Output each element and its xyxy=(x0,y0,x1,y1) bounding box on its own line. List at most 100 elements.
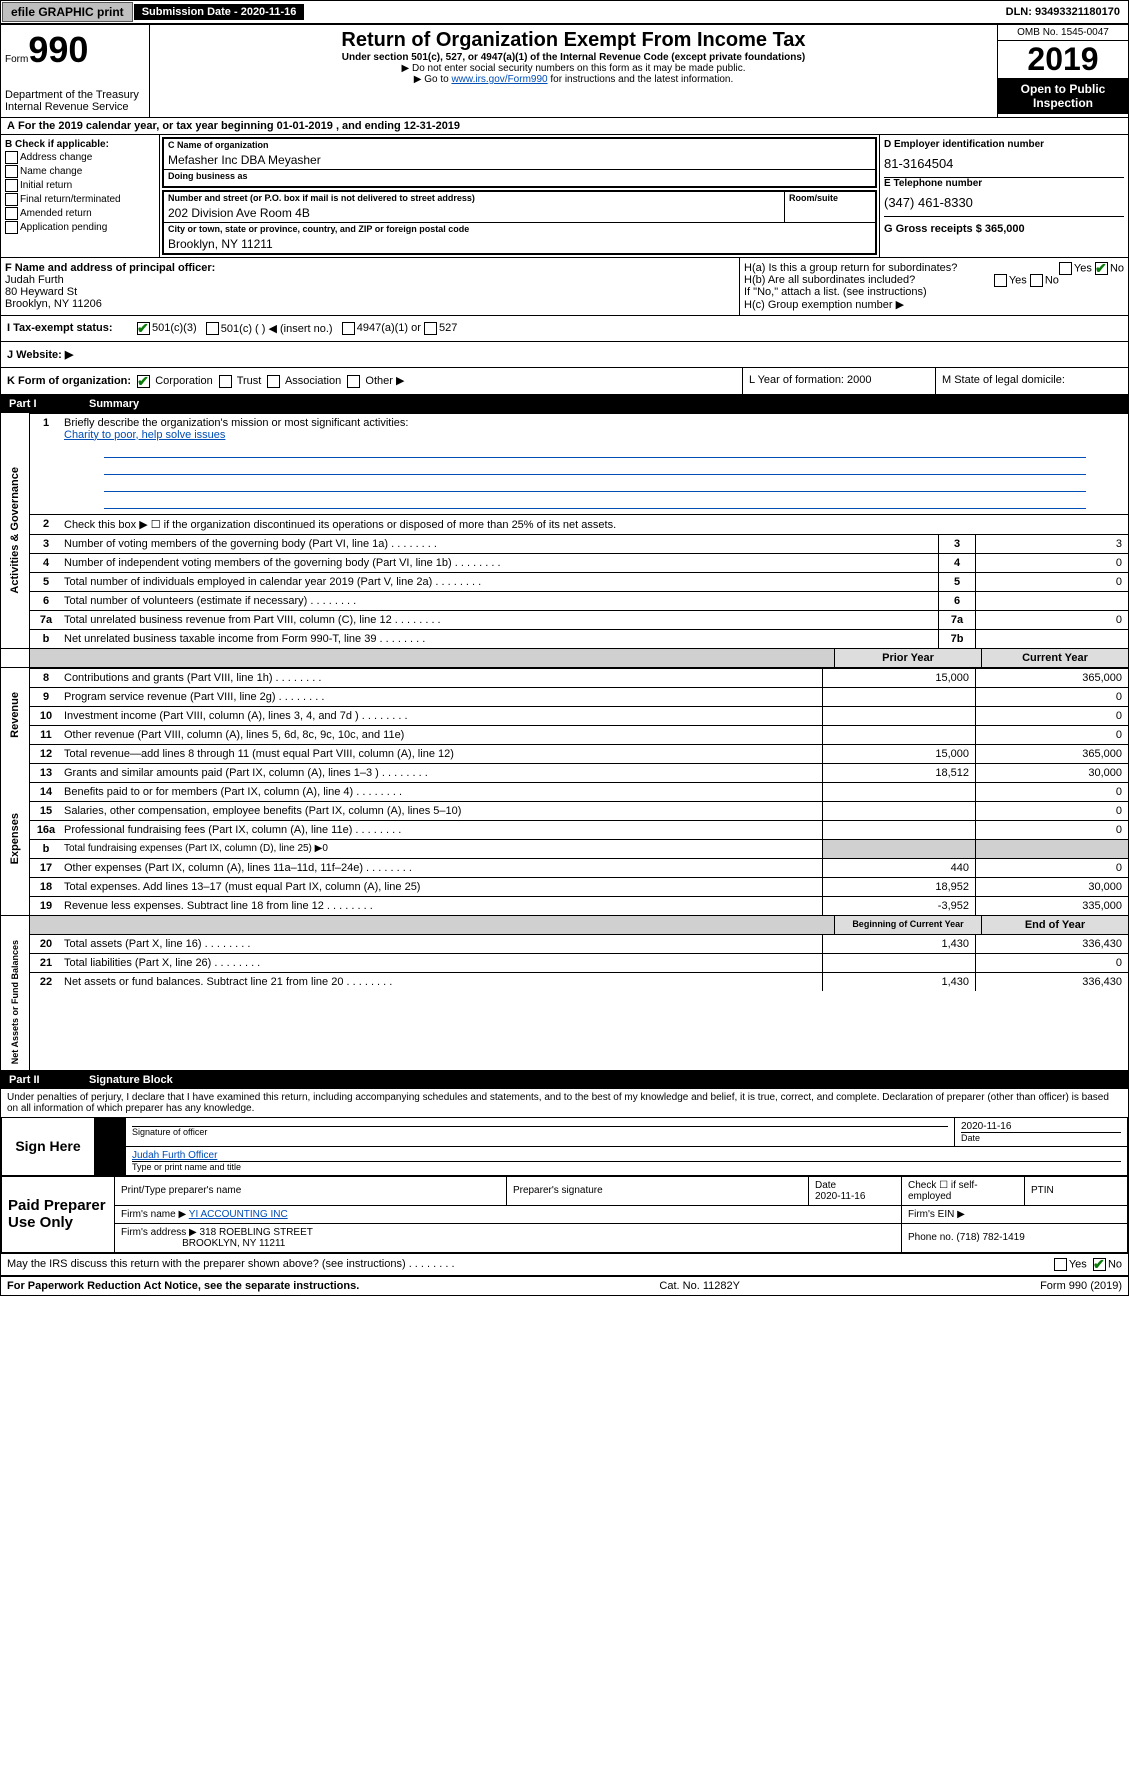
org-name: Mefasher Inc DBA Meyasher xyxy=(164,151,875,169)
ein: 81-3164504 xyxy=(884,150,1124,177)
form-number-cell: Form990 Department of the Treasury Inter… xyxy=(1,25,150,117)
b-label: B Check if applicable: xyxy=(5,139,155,150)
cb-corp[interactable] xyxy=(137,375,150,388)
form-990: 990 xyxy=(28,29,88,70)
dln: DLN: 93493321180170 xyxy=(998,4,1128,20)
officer-addr2: Brooklyn, NY 11206 xyxy=(5,298,735,310)
officer-addr1: 80 Heyward St xyxy=(5,286,735,298)
cb-527[interactable] xyxy=(424,322,437,335)
form-title: Return of Organization Exempt From Incom… xyxy=(158,29,989,52)
cb-hb-yes[interactable] xyxy=(994,274,1007,287)
cb-final-return[interactable] xyxy=(5,193,18,206)
cb-other[interactable] xyxy=(347,375,360,388)
side-exp: Expenses xyxy=(7,807,23,870)
line-klm: K Form of organization: Corporation Trus… xyxy=(1,368,1128,395)
side-rev: Revenue xyxy=(7,686,23,744)
form-container: Form990 Department of the Treasury Inter… xyxy=(0,24,1129,1296)
cb-amended[interactable] xyxy=(5,207,18,220)
paid-preparer-label: Paid Preparer Use Only xyxy=(2,1176,115,1252)
instructions-link[interactable]: www.irs.gov/Form990 xyxy=(451,74,547,85)
form-header: Form990 Department of the Treasury Inter… xyxy=(1,25,1128,118)
side-net: Net Assets or Fund Balances xyxy=(8,934,22,1070)
discuss-row: May the IRS discuss this return with the… xyxy=(1,1253,1128,1275)
expenses-block: Expenses 13Grants and similar amounts pa… xyxy=(1,763,1128,915)
org-name-box: C Name of organization Mefasher Inc DBA … xyxy=(162,137,877,188)
l19-curr: 335,000 xyxy=(975,897,1128,915)
top-bar: efile GRAPHIC print Submission Date - 20… xyxy=(0,0,1129,24)
firm-addr1: 318 ROEBLING STREET xyxy=(200,1227,313,1238)
cb-assoc[interactable] xyxy=(267,375,280,388)
efile-print-button[interactable]: efile GRAPHIC print xyxy=(2,2,133,22)
prep-date: 2020-11-16 xyxy=(815,1191,865,1202)
subtitle-1: Under section 501(c), 527, or 4947(a)(1)… xyxy=(158,52,989,63)
l19-prior: -3,952 xyxy=(822,897,975,915)
ag-block: Activities & Governance 1 Briefly descri… xyxy=(1,413,1128,648)
side-ag: Activities & Governance xyxy=(7,461,23,600)
phone-label: E Telephone number xyxy=(884,178,1124,189)
l8-prior: 15,000 xyxy=(822,669,975,687)
street-address: 202 Division Ave Room 4B xyxy=(164,204,784,222)
col-b: B Check if applicable: Address change Na… xyxy=(1,135,160,257)
l13-curr: 30,000 xyxy=(975,764,1128,782)
year-cell: OMB No. 1545-0047 2019 Open to Public In… xyxy=(997,25,1128,117)
city-state-zip: Brooklyn, NY 11211 xyxy=(164,235,875,253)
cb-501c3[interactable] xyxy=(137,322,150,335)
cb-discuss-no[interactable] xyxy=(1093,1258,1106,1271)
f-h-row: F Name and address of principal officer:… xyxy=(1,258,1128,316)
ein-label: D Employer identification number xyxy=(884,139,1124,150)
line-j: J Website: ▶ xyxy=(1,342,1128,368)
subtitle-2: ▶ Do not enter social security numbers o… xyxy=(158,63,989,74)
l3-val: 3 xyxy=(975,535,1128,553)
l22-prior: 1,430 xyxy=(822,973,975,991)
form-word: Form xyxy=(5,54,28,65)
l20-prior: 1,430 xyxy=(822,935,975,953)
l10-curr: 0 xyxy=(975,707,1128,725)
l12-curr: 365,000 xyxy=(975,745,1128,763)
cb-initial-return[interactable] xyxy=(5,179,18,192)
cb-501c[interactable] xyxy=(206,322,219,335)
net-assets-block: Net Assets or Fund Balances 20Total asse… xyxy=(1,934,1128,1071)
cb-application-pending[interactable] xyxy=(5,221,18,234)
footer: For Paperwork Reduction Act Notice, see … xyxy=(1,1275,1128,1295)
title-cell: Return of Organization Exempt From Incom… xyxy=(150,25,997,117)
omb-number: OMB No. 1545-0047 xyxy=(998,25,1128,41)
col-d-e-g: D Employer identification number 81-3164… xyxy=(880,135,1128,257)
l18-prior: 18,952 xyxy=(822,878,975,896)
col-c: C Name of organization Mefasher Inc DBA … xyxy=(160,135,880,257)
l16a-curr: 0 xyxy=(975,821,1128,839)
l6-val xyxy=(975,592,1128,610)
phone: (347) 461-8330 xyxy=(884,189,1124,216)
submission-date: Submission Date - 2020-11-16 xyxy=(134,4,305,20)
l7a-val: 0 xyxy=(975,611,1128,629)
cb-name-change[interactable] xyxy=(5,165,18,178)
state-domicile: M State of legal domicile: xyxy=(936,368,1128,394)
firm-ein-label: Firm's EIN ▶ xyxy=(902,1205,1128,1223)
l18-curr: 30,000 xyxy=(975,878,1128,896)
signature-table: Sign Here Signature of officer 2020-11-1… xyxy=(1,1117,1128,1176)
cb-hb-no[interactable] xyxy=(1030,274,1043,287)
cat-no: Cat. No. 11282Y xyxy=(659,1280,740,1292)
sign-here: Sign Here xyxy=(2,1117,95,1175)
cb-address-change[interactable] xyxy=(5,151,18,164)
officer-name: Judah Furth xyxy=(5,274,735,286)
officer-block: F Name and address of principal officer:… xyxy=(1,258,740,315)
officer-signed: Judah Furth Officer xyxy=(132,1150,1121,1161)
h-block: H(a) Is this a group return for subordin… xyxy=(740,258,1128,315)
l12-prior: 15,000 xyxy=(822,745,975,763)
l7b-val xyxy=(975,630,1128,648)
cb-4947[interactable] xyxy=(342,322,355,335)
subtitle-3: ▶ Go to www.irs.gov/Form990 for instruct… xyxy=(158,74,989,85)
cb-discuss-yes[interactable] xyxy=(1054,1258,1067,1271)
cb-trust[interactable] xyxy=(219,375,232,388)
sig-date: 2020-11-16 xyxy=(961,1121,1121,1132)
part-1-header: Part ISummary xyxy=(1,395,1128,413)
revenue-block: Revenue 8Contributions and grants (Part … xyxy=(1,668,1128,763)
current-year-hdr: Current Year xyxy=(981,649,1128,668)
identity-block: B Check if applicable: Address change Na… xyxy=(1,135,1128,258)
cb-ha-yes[interactable] xyxy=(1059,262,1072,275)
h-c: H(c) Group exemption number ▶ xyxy=(744,298,1124,311)
l13-prior: 18,512 xyxy=(822,764,975,782)
tax-year: 2019 xyxy=(998,41,1128,78)
cb-ha-no[interactable] xyxy=(1095,262,1108,275)
l4-val: 0 xyxy=(975,554,1128,572)
